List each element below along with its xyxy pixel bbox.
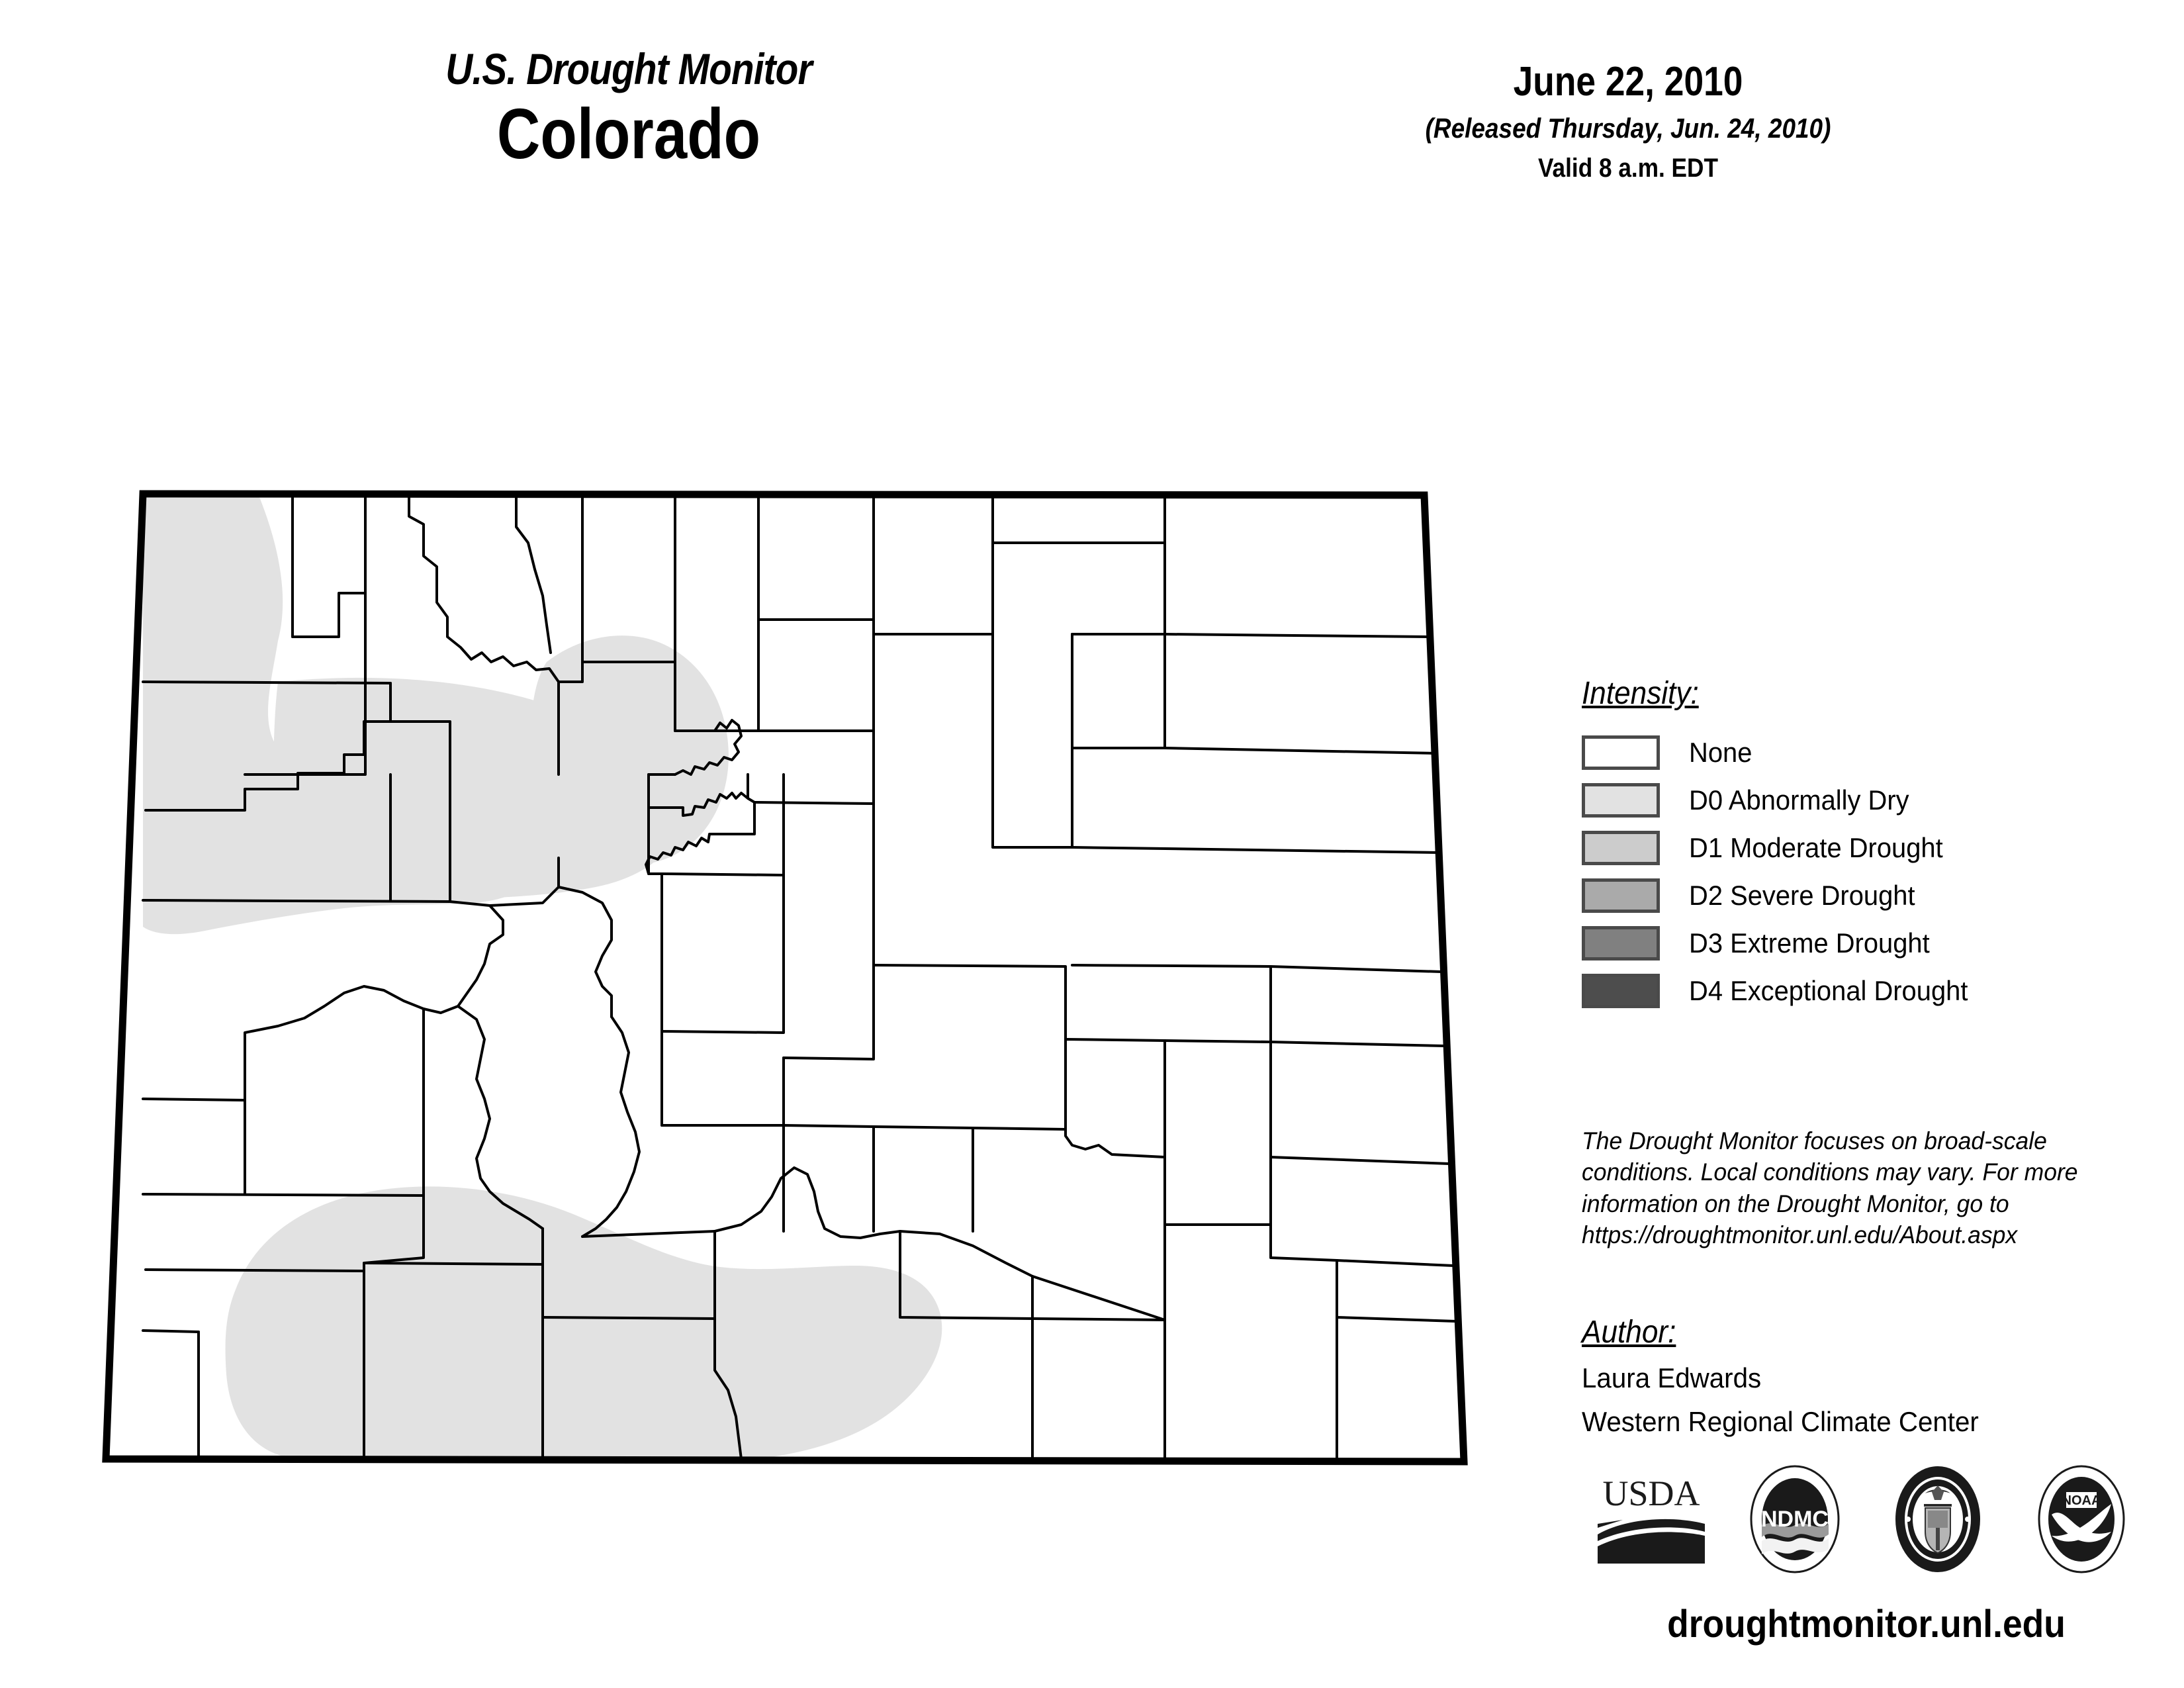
- disclaimer-url[interactable]: https://droughtmonitor.unl.edu/About.asp…: [1582, 1221, 2018, 1249]
- d0-region-south: [225, 1186, 942, 1462]
- legend-label-none: None: [1689, 737, 1752, 768]
- legend-label-d0: D0 Abnormally Dry: [1689, 784, 1909, 816]
- legend-swatch-d4: [1582, 974, 1660, 1008]
- legend-item-d3[interactable]: D3 Extreme Drought: [1582, 919, 2124, 967]
- footer-url[interactable]: droughtmonitor.unl.edu: [1667, 1603, 2066, 1646]
- legend-swatch-d3: [1582, 926, 1660, 961]
- author-affiliation: Western Regional Climate Center: [1582, 1406, 1979, 1437]
- legend: Intensity: None D0 Abnormally Dry D1 Mod…: [1582, 675, 2124, 1015]
- release-date: (Released Thursday, Jun. 24, 2010): [1425, 113, 1831, 144]
- title-block: U.S. Drought Monitor Colorado: [0, 46, 1257, 172]
- noaa-logo[interactable]: NOAA: [2019, 1463, 2144, 1575]
- legend-heading: Intensity:: [1582, 676, 1699, 711]
- legend-swatch-d1: [1582, 831, 1660, 865]
- disclaimer-line-2: conditions. Local conditions may vary. F…: [1582, 1158, 2078, 1186]
- legend-item-d4[interactable]: D4 Exceptional Drought: [1582, 967, 2124, 1015]
- usda-logo[interactable]: USDA: [1588, 1463, 1714, 1575]
- logo-row: USDA NDMC: [1588, 1460, 2144, 1579]
- doc-seal-svg: [1895, 1466, 1981, 1572]
- ndmc-wordmark: NDMC: [1761, 1507, 1829, 1532]
- legend-label-d3: D3 Extreme Drought: [1689, 927, 1930, 959]
- usda-wordmark: USDA: [1602, 1474, 1700, 1513]
- doc-seal[interactable]: [1875, 1463, 2001, 1575]
- disclaimer-line-1: The Drought Monitor focuses on broad-sca…: [1582, 1127, 2047, 1154]
- usda-logo-svg: USDA: [1598, 1474, 1705, 1564]
- author-heading: Author:: [1582, 1315, 1676, 1350]
- legend-label-d2: D2 Severe Drought: [1689, 880, 1915, 911]
- ndmc-logo-svg: NDMC: [1750, 1465, 1840, 1573]
- noaa-logo-svg: NOAA: [2038, 1465, 2125, 1573]
- noaa-wordmark: NOAA: [2062, 1493, 2101, 1508]
- state-border: [102, 490, 1468, 1466]
- colorado-drought-map[interactable]: [79, 463, 1496, 1483]
- legend-item-d1[interactable]: D1 Moderate Drought: [1582, 824, 2124, 872]
- disclaimer-line-3: information on the Drought Monitor, go t…: [1582, 1190, 2009, 1217]
- d0-region-west-central: [273, 677, 677, 899]
- legend-item-none[interactable]: None: [1582, 729, 2124, 776]
- valid-date: June 22, 2010: [1513, 59, 1743, 105]
- ndmc-logo[interactable]: NDMC: [1732, 1463, 1858, 1575]
- state-title: Colorado: [496, 93, 761, 174]
- page-title: U.S. Drought Monitor: [445, 44, 812, 93]
- map-svg[interactable]: [79, 463, 1496, 1483]
- valid-time: Valid 8 a.m. EDT: [1538, 154, 1718, 183]
- date-block: June 22, 2010 (Released Thursday, Jun. 2…: [1257, 59, 1999, 183]
- drought-overlay-group: [143, 494, 942, 1462]
- county-boundaries: [142, 494, 1457, 1460]
- legend-item-d2[interactable]: D2 Severe Drought: [1582, 872, 2124, 919]
- legend-label-d4: D4 Exceptional Drought: [1689, 975, 1968, 1006]
- legend-swatch-d2: [1582, 878, 1660, 913]
- author-block: Author: Laura Edwards Western Regional C…: [1582, 1314, 2177, 1438]
- disclaimer: The Drought Monitor focuses on broad-sca…: [1582, 1125, 2154, 1250]
- author-name: Laura Edwards: [1582, 1362, 1762, 1393]
- legend-swatch-none: [1582, 735, 1660, 770]
- legend-swatch-d0: [1582, 783, 1660, 818]
- legend-label-d1: D1 Moderate Drought: [1689, 832, 1943, 863]
- legend-item-d0[interactable]: D0 Abnormally Dry: [1582, 776, 2124, 824]
